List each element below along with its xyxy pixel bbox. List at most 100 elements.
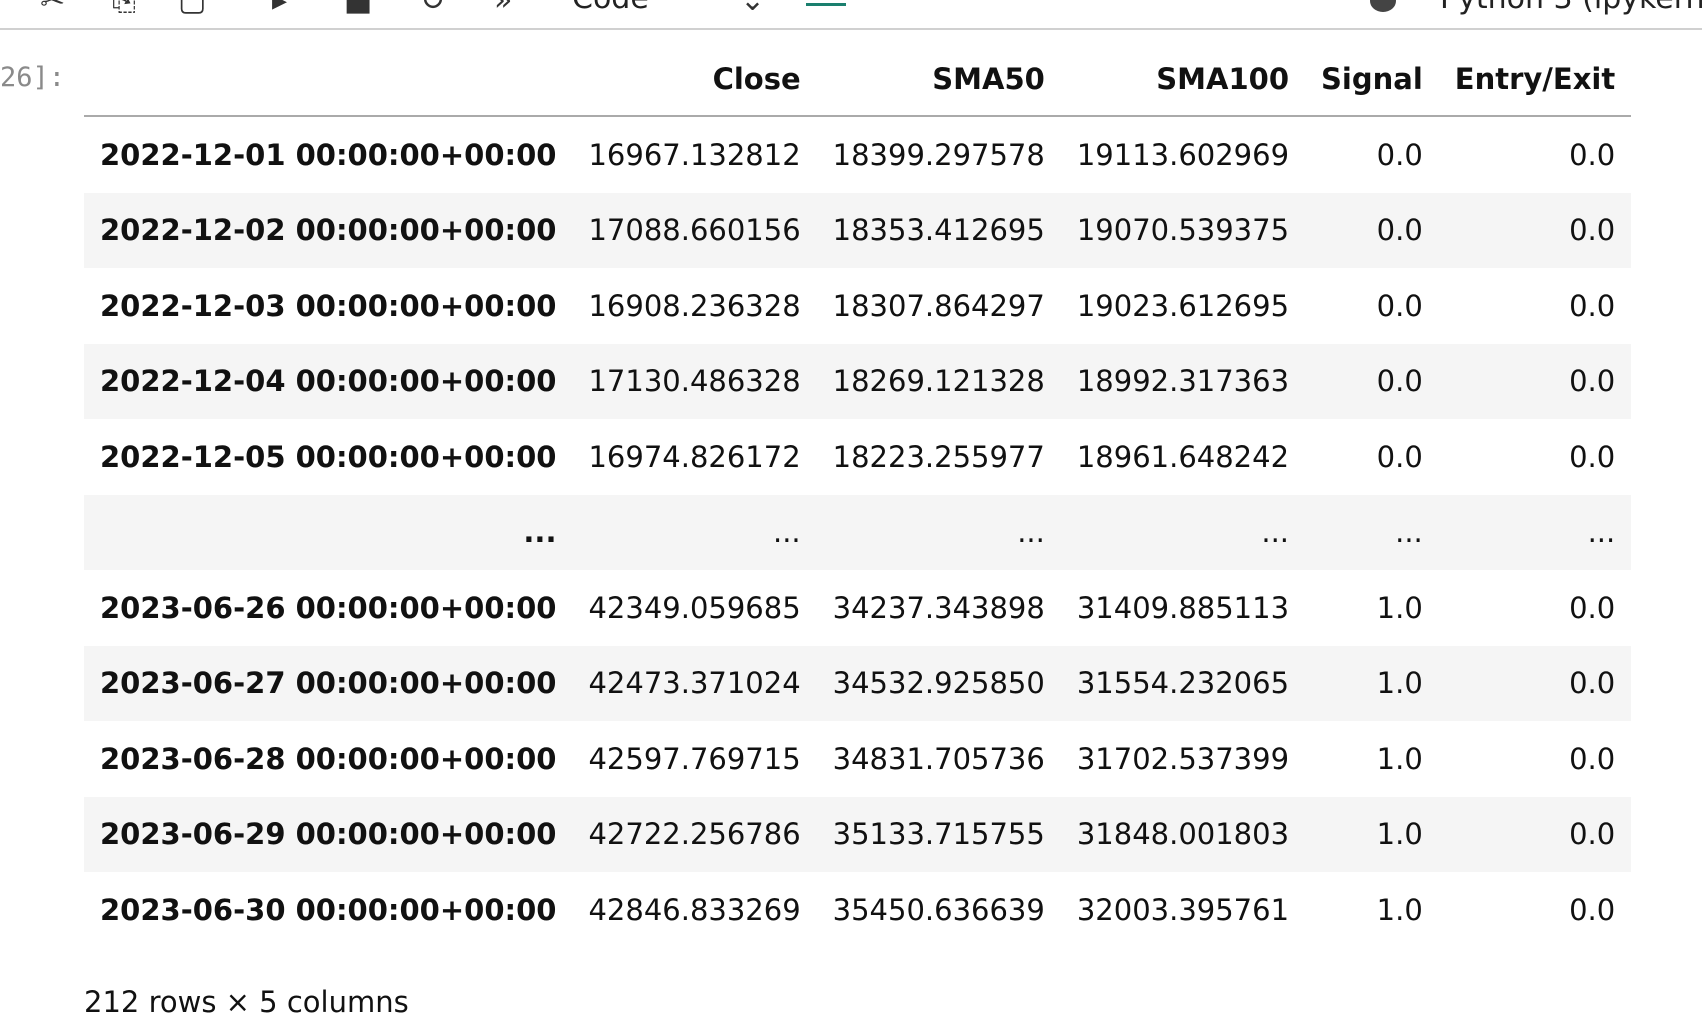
table-header-row: Close SMA50 SMA100 Signal Entry/Exit bbox=[84, 42, 1632, 117]
table-cell: 19023.612695 bbox=[1076, 288, 1290, 323]
table-cell: ... bbox=[1438, 494, 1632, 570]
row-index-cell: 2023-06-28 00:00:00+00:00 bbox=[100, 741, 557, 776]
row-index-cell: ... bbox=[84, 494, 573, 570]
table-cell: 0.0 bbox=[1569, 590, 1616, 625]
table-cell: 42349.059685 bbox=[588, 590, 801, 625]
row-index-cell: 2022-12-01 00:00:00+00:00 bbox=[100, 137, 557, 172]
table-cell: 18269.121328 bbox=[816, 343, 1061, 419]
table-cell: 18992.317363 bbox=[1060, 343, 1306, 419]
table-cell: 0.0 bbox=[1305, 192, 1439, 268]
table-cell: 1.0 bbox=[1376, 741, 1423, 776]
table-cell: 18399.297578 bbox=[832, 137, 1045, 172]
table-cell: 0.0 bbox=[1438, 192, 1632, 268]
paste-icon[interactable]: ▢ bbox=[178, 0, 207, 18]
table-cell: 32003.395761 bbox=[1076, 892, 1290, 927]
table-row: 2022-12-02 00:00:00+00:00 17088.660156 183… bbox=[84, 192, 1632, 268]
table-cell: 0.0 bbox=[1569, 137, 1616, 172]
execution-count: 26]: bbox=[0, 62, 66, 93]
table-cell: ... bbox=[1060, 494, 1306, 570]
table-cell: 1.0 bbox=[1305, 796, 1439, 872]
cut-icon[interactable]: ✂ bbox=[40, 0, 66, 18]
table-cell: 34237.343898 bbox=[832, 590, 1045, 625]
table-cell: 35450.636639 bbox=[832, 892, 1045, 927]
table-cell: 18223.255977 bbox=[832, 439, 1045, 474]
stop-icon[interactable]: ■ bbox=[344, 0, 373, 18]
row-index-cell: 2023-06-30 00:00:00+00:00 bbox=[100, 892, 557, 927]
table-row: 2023-06-28 00:00:00+00:00 42597.769715 348… bbox=[84, 721, 1631, 797]
table-cell: 42473.371024 bbox=[572, 645, 817, 721]
dataframe-table: Close SMA50 SMA100 Signal Entry/Exit 202… bbox=[84, 42, 1632, 948]
table-cell: 0.0 bbox=[1305, 343, 1439, 419]
table-cell: 19070.539375 bbox=[1060, 192, 1306, 268]
column-header: Close bbox=[572, 42, 817, 117]
table-row: 2023-06-29 00:00:00+00:00 42722.256786 351… bbox=[84, 796, 1632, 872]
cell-type-select[interactable]: Code bbox=[572, 0, 649, 14]
row-index-cell: 2022-12-02 00:00:00+00:00 bbox=[84, 192, 573, 268]
copy-icon[interactable]: ⎘ bbox=[112, 0, 136, 18]
row-index-cell: 2022-12-05 00:00:00+00:00 bbox=[100, 439, 557, 474]
fast-forward-icon[interactable]: » bbox=[494, 0, 513, 18]
git-diff-icon[interactable] bbox=[806, 3, 846, 6]
table-cell: 0.0 bbox=[1569, 892, 1616, 927]
row-index-cell: 2023-06-29 00:00:00+00:00 bbox=[84, 796, 573, 872]
table-cell: 16908.236328 bbox=[588, 288, 801, 323]
column-header: Entry/Exit bbox=[1438, 42, 1632, 117]
table-cell: 16967.132812 bbox=[588, 137, 801, 172]
table-cell: 42597.769715 bbox=[588, 741, 801, 776]
row-index-cell: 2023-06-27 00:00:00+00:00 bbox=[84, 645, 573, 721]
table-cell: 16974.826172 bbox=[588, 439, 801, 474]
table-row: 2023-06-27 00:00:00+00:00 42473.371024 345… bbox=[84, 645, 1632, 721]
table-row: 2022-12-01 00:00:00+00:00 16967.132812 183… bbox=[84, 116, 1631, 193]
table-cell: 0.0 bbox=[1438, 645, 1632, 721]
table-row: .................. bbox=[84, 494, 1632, 570]
table-cell: 31409.885113 bbox=[1076, 590, 1290, 625]
table-cell: 34532.925850 bbox=[816, 645, 1061, 721]
table-cell: 0.0 bbox=[1569, 288, 1616, 323]
table-cell: 0.0 bbox=[1438, 796, 1632, 872]
table-row: 2022-12-04 00:00:00+00:00 17130.486328 182… bbox=[84, 343, 1632, 419]
table-cell: 31554.232065 bbox=[1060, 645, 1306, 721]
table-cell: 1.0 bbox=[1305, 645, 1439, 721]
row-index-cell: 2023-06-26 00:00:00+00:00 bbox=[100, 590, 557, 625]
table-cell: 17130.486328 bbox=[572, 343, 817, 419]
dataframe-shape: 212 rows × 5 columns bbox=[84, 985, 409, 1019]
index-header bbox=[84, 42, 573, 117]
table-cell: 42722.256786 bbox=[572, 796, 817, 872]
restart-icon[interactable]: ↻ bbox=[420, 0, 446, 18]
dropdown-chevron-icon[interactable]: ⌄ bbox=[740, 0, 766, 18]
table-cell: 0.0 bbox=[1376, 137, 1423, 172]
run-icon[interactable]: ▸ bbox=[272, 0, 288, 18]
table-cell: 1.0 bbox=[1376, 590, 1423, 625]
notebook-toolbar: ✂ ⎘ ▢ ▸ ■ ↻ » Code ⌄ Python 3 (ipykern bbox=[0, 0, 1702, 30]
table-cell: 1.0 bbox=[1376, 892, 1423, 927]
table-cell: 0.0 bbox=[1376, 288, 1423, 323]
table-row: 2022-12-05 00:00:00+00:00 16974.826172 182… bbox=[84, 419, 1631, 495]
column-header: SMA100 bbox=[1060, 42, 1306, 117]
table-cell: ... bbox=[572, 494, 817, 570]
kernel-status-icon bbox=[1370, 0, 1396, 12]
table-cell: 17088.660156 bbox=[572, 192, 817, 268]
table-cell: 0.0 bbox=[1569, 741, 1616, 776]
table-row: 2023-06-30 00:00:00+00:00 42846.833269 354… bbox=[84, 872, 1631, 948]
table-cell: 42846.833269 bbox=[588, 892, 801, 927]
kernel-name[interactable]: Python 3 (ipykern bbox=[1440, 0, 1702, 14]
table-cell: 0.0 bbox=[1438, 343, 1632, 419]
row-index-cell: 2022-12-03 00:00:00+00:00 bbox=[100, 288, 557, 323]
table-row: 2022-12-03 00:00:00+00:00 16908.236328 183… bbox=[84, 268, 1631, 344]
table-cell: ... bbox=[816, 494, 1061, 570]
table-cell: 35133.715755 bbox=[816, 796, 1061, 872]
column-header: SMA50 bbox=[816, 42, 1061, 117]
row-index-cell: 2022-12-04 00:00:00+00:00 bbox=[84, 343, 573, 419]
table-row: 2023-06-26 00:00:00+00:00 42349.059685 342… bbox=[84, 570, 1631, 646]
table-cell: 19113.602969 bbox=[1076, 137, 1290, 172]
column-header: Signal bbox=[1305, 42, 1439, 117]
table-cell: 0.0 bbox=[1569, 439, 1616, 474]
table-cell: 18961.648242 bbox=[1076, 439, 1290, 474]
table-cell: 0.0 bbox=[1376, 439, 1423, 474]
table-cell: 18307.864297 bbox=[832, 288, 1045, 323]
table-cell: 31702.537399 bbox=[1076, 741, 1290, 776]
table-cell: ... bbox=[1305, 494, 1439, 570]
table-cell: 34831.705736 bbox=[832, 741, 1045, 776]
table-cell: 18353.412695 bbox=[816, 192, 1061, 268]
table-cell: 31848.001803 bbox=[1060, 796, 1306, 872]
